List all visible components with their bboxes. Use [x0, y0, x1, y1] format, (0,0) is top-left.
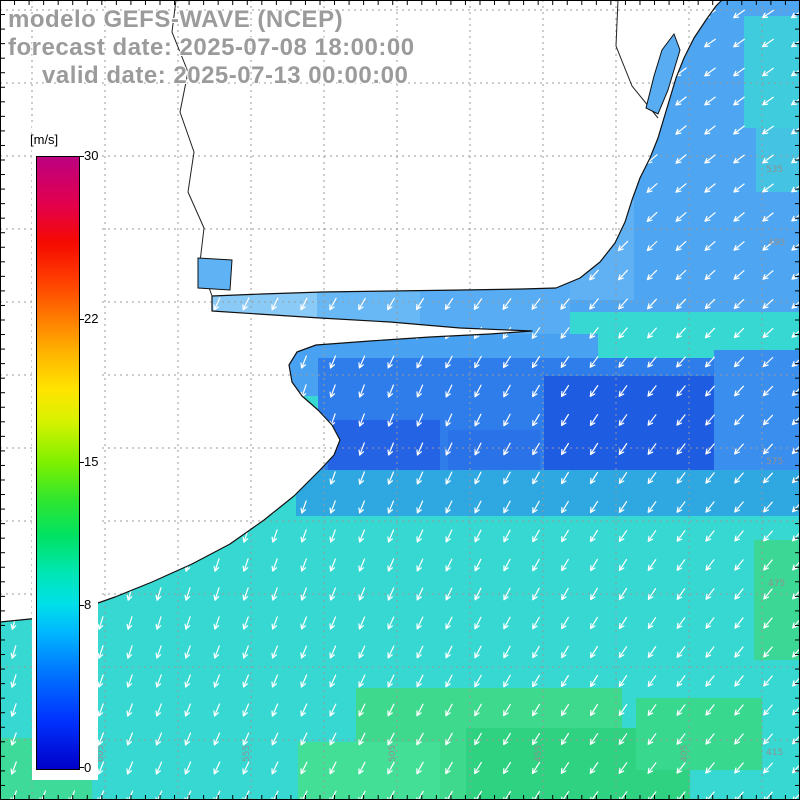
grid-label-right: 415: [766, 748, 783, 758]
grid-label-right: 475: [768, 579, 785, 589]
coastline-layer: [0, 0, 723, 623]
grid-label-right: 495: [768, 238, 785, 248]
lagoon: [645, 32, 681, 115]
forecast-date-line: forecast date: 2025-07-08 18:00:00: [8, 34, 415, 61]
river-border-line: [615, 0, 659, 119]
colorbar-gradient: [36, 156, 80, 770]
grid-labels-layer: 535 495 575 475 415 605 555 505 455 405: [96, 165, 785, 762]
grid-label-bottom: 605: [96, 745, 106, 762]
model-title: modelo GEFS-WAVE (NCEP): [8, 6, 344, 33]
grid-label-right: 575: [766, 457, 783, 467]
grid-label-bottom: 555: [242, 745, 252, 762]
grid-label-bottom: 505: [388, 745, 398, 762]
map-titles: modelo GEFS-WAVE (NCEP) forecast date: 2…: [8, 6, 415, 90]
river-border-line: [171, 0, 213, 297]
valid-date-line: valid date: 2025-07-13 00:00:00: [42, 62, 409, 89]
colorbar-unit-label: [m/s]: [30, 132, 59, 147]
grid-label-right: 535: [766, 165, 783, 175]
grid-label-bottom: 405: [680, 745, 690, 762]
coastline: [0, 0, 723, 623]
grid-label-bottom: 455: [534, 745, 544, 762]
lagoon: [197, 257, 233, 291]
